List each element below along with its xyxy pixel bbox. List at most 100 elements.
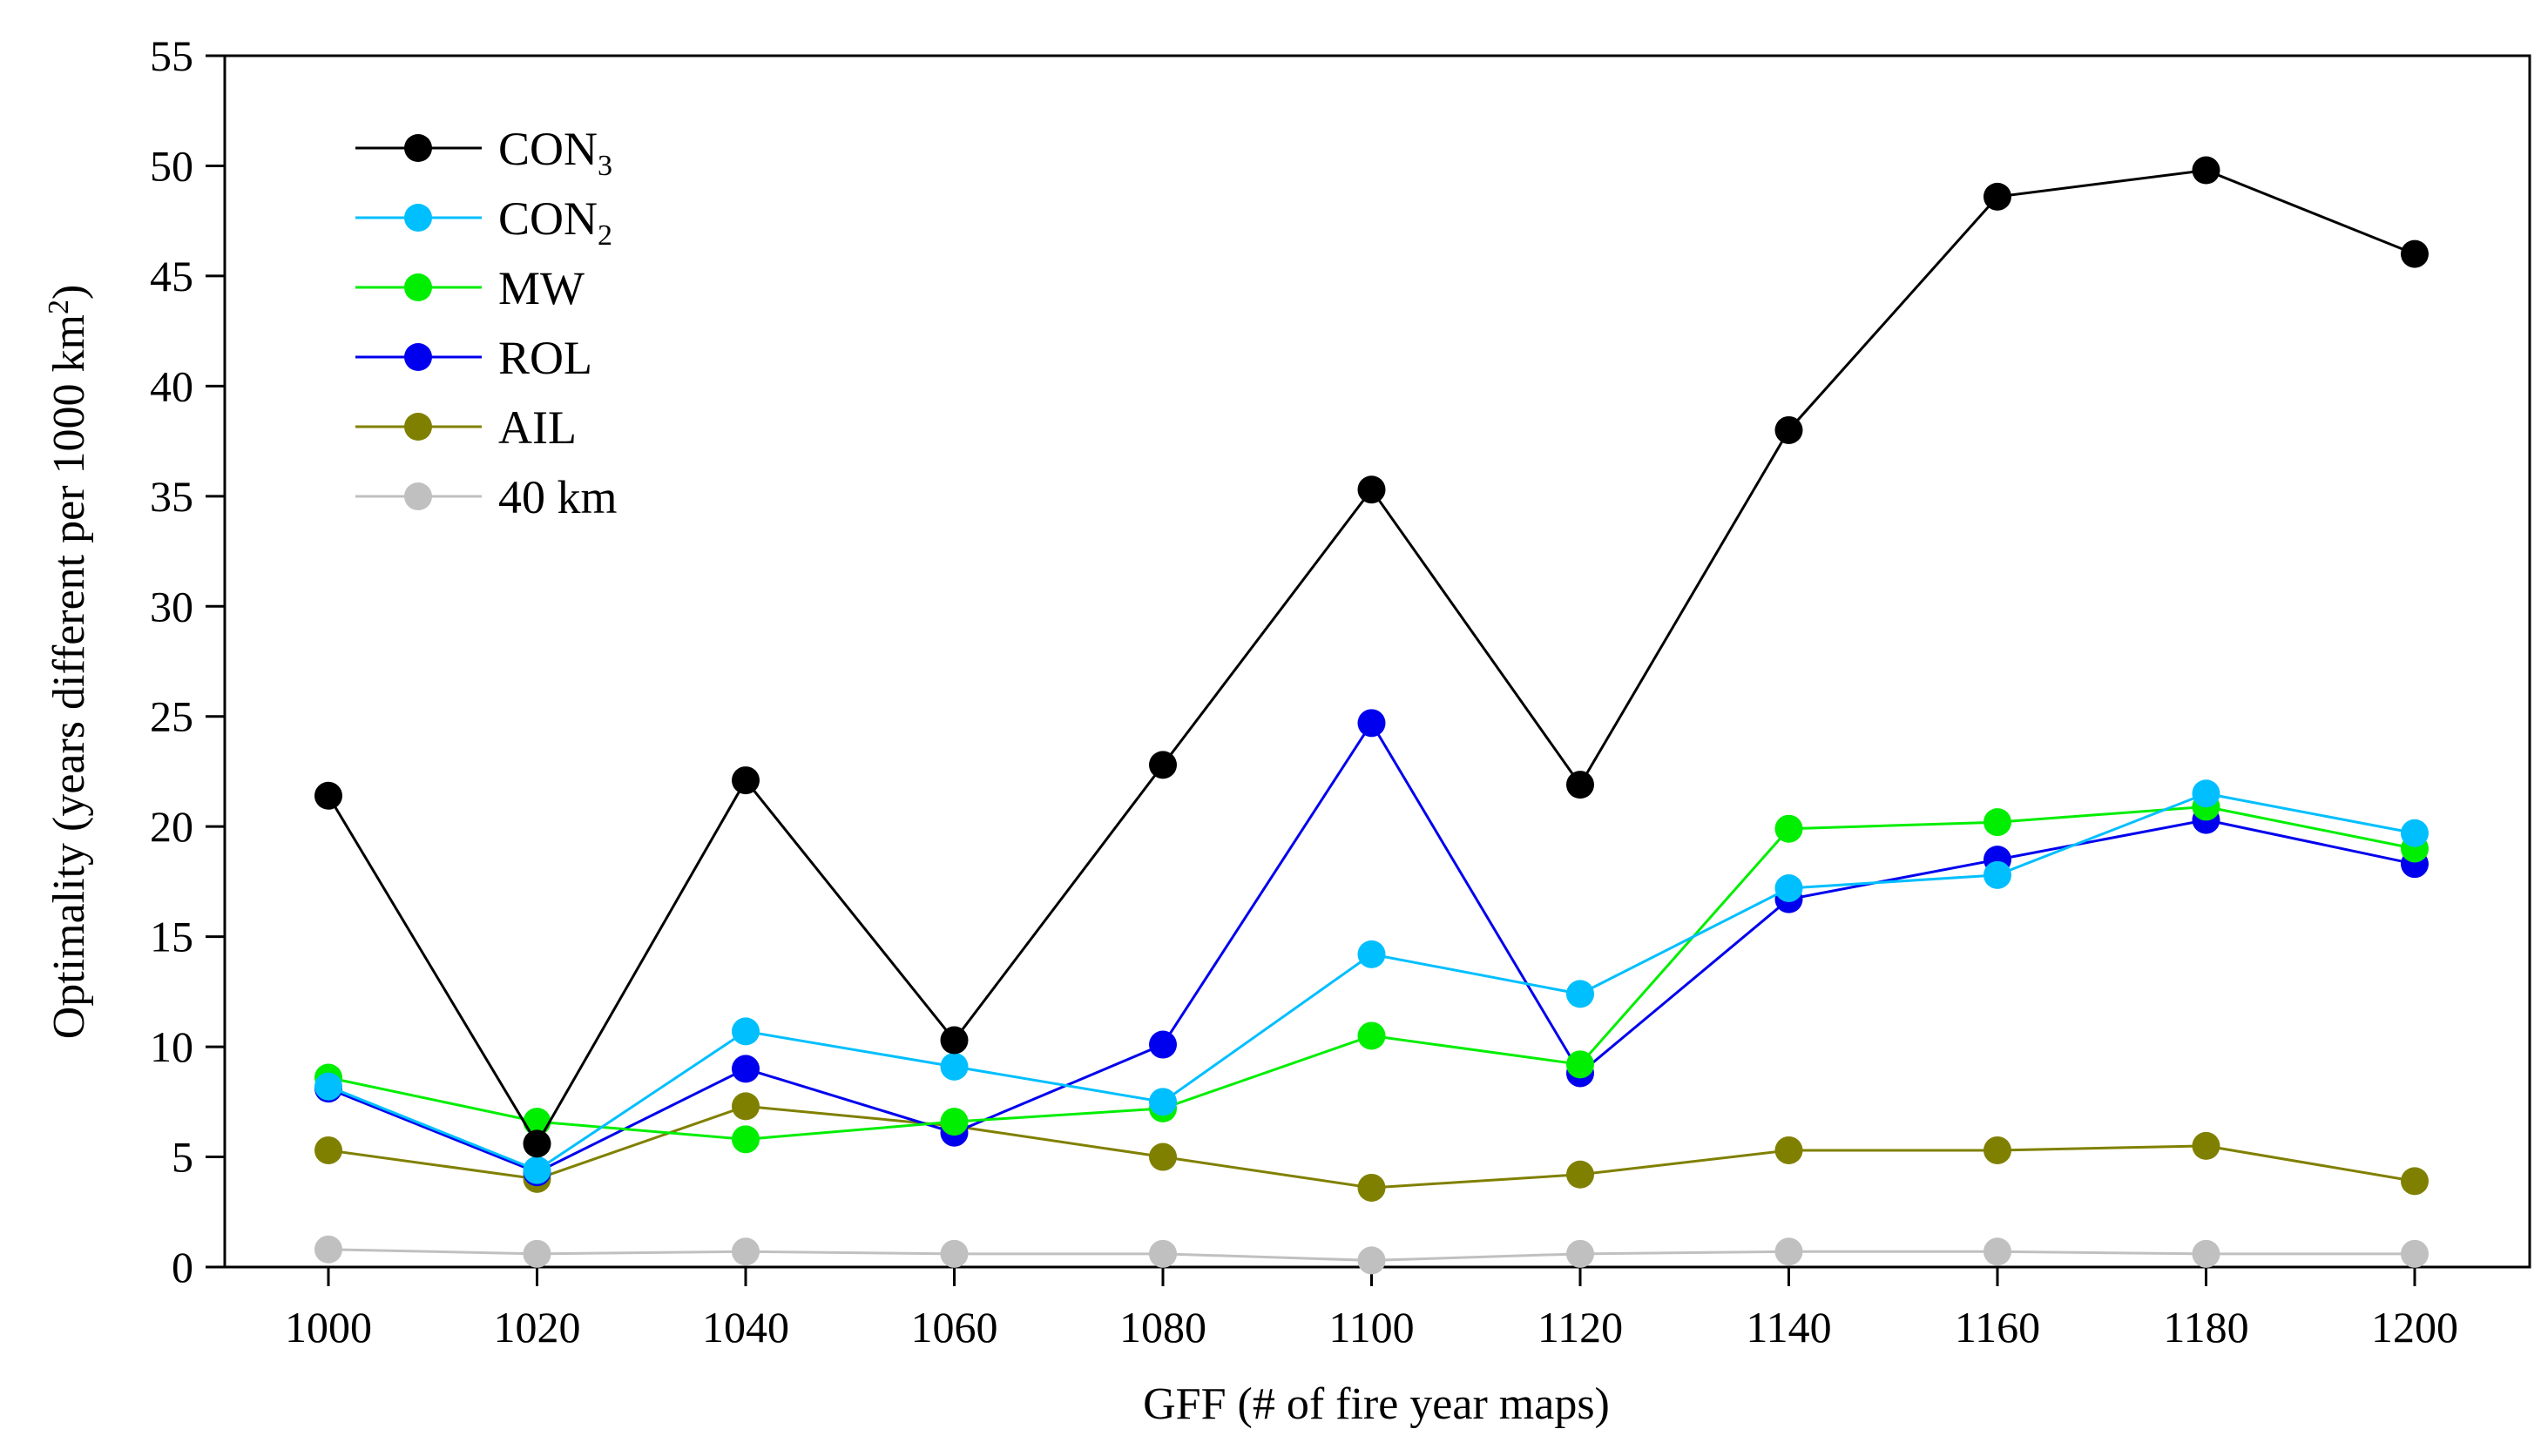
legend-item: 40 km: [355, 471, 618, 523]
data-point: [1149, 751, 1177, 779]
data-point: [1983, 860, 2011, 889]
y-axis-title-sup: 2: [43, 300, 75, 314]
data-point: [1983, 1136, 2011, 1164]
x-tick-label: 1140: [1746, 1303, 1831, 1352]
legend-label-name: CON: [498, 192, 598, 245]
x-tick-label: 1100: [1328, 1303, 1414, 1352]
data-point: [732, 1092, 760, 1121]
data-point: [1357, 1173, 1386, 1202]
series-line: [327, 168, 2416, 1147]
data-point: [1983, 1237, 2011, 1266]
legend-swatch-marker: [404, 273, 432, 301]
x-tick-label: 1020: [494, 1303, 581, 1352]
data-point: [1566, 1160, 1594, 1189]
data-point: [2401, 239, 2429, 268]
legend-item: ROL: [355, 332, 592, 384]
legend-item: AIL: [355, 401, 577, 454]
y-tick-label: 25: [150, 692, 193, 741]
legend-label: ROL: [498, 332, 592, 384]
legend-item: CON2: [355, 192, 612, 252]
data-point: [1149, 1088, 1177, 1116]
legend-item: CON3: [355, 123, 612, 182]
data-point: [314, 1072, 342, 1101]
data-point: [1357, 940, 1386, 968]
data-point: [523, 1239, 551, 1268]
y-axis: 0 5 10 15 20 25 30 35 40 45 50 55: [150, 31, 225, 1291]
x-axis: 1000 1020 1040 1060 1080 1100 1120 1140 1160 1180…: [285, 1267, 2458, 1352]
data-point: [2192, 1131, 2220, 1160]
data-point: [1357, 709, 1386, 738]
x-tick-label: 1040: [702, 1303, 789, 1352]
y-axis-title: Optimality (years different per 1000 km2…: [43, 285, 95, 1040]
x-tick-label: 1080: [1119, 1303, 1206, 1352]
data-point: [314, 1136, 342, 1164]
series-1: [314, 779, 2429, 1184]
data-point: [1774, 1237, 1803, 1266]
y-tick-label: 50: [150, 141, 193, 190]
legend-label-subscript: 3: [598, 150, 612, 182]
data-point: [1149, 1030, 1177, 1059]
x-axis-title: GFF (# of fire year maps): [1143, 1379, 1610, 1429]
y-tick-label: 0: [172, 1243, 193, 1291]
data-point: [1357, 475, 1386, 504]
data-point: [1983, 182, 2011, 211]
data-point: [2192, 779, 2220, 808]
data-point: [732, 1017, 760, 1046]
data-point: [2401, 819, 2429, 847]
legend-label: 40 km: [498, 471, 618, 523]
legend-label-subscript: 2: [598, 219, 612, 252]
y-tick-label: 45: [150, 252, 193, 300]
y-tick-label: 10: [150, 1022, 193, 1071]
data-point: [1774, 1136, 1803, 1164]
data-point: [1566, 1050, 1594, 1079]
data-point: [1983, 808, 2011, 837]
data-point: [1774, 814, 1803, 843]
data-point: [732, 1055, 760, 1083]
series-2: [314, 792, 2429, 1154]
data-point: [2192, 156, 2220, 185]
data-point: [1357, 1021, 1386, 1050]
legend-label-name: ROL: [498, 332, 592, 384]
data-point: [940, 1026, 969, 1055]
data-point: [1566, 980, 1594, 1008]
legend-label: CON3: [498, 123, 612, 182]
data-point: [523, 1108, 551, 1136]
legend-label-name: AIL: [498, 401, 577, 454]
y-tick-label: 5: [172, 1133, 193, 1182]
data-point: [940, 1239, 969, 1268]
data-point: [314, 1235, 342, 1264]
y-tick-label: 40: [150, 361, 193, 410]
data-point: [732, 1125, 760, 1154]
series-0: [314, 156, 2429, 1158]
legend-label: MW: [498, 262, 585, 314]
x-tick-label: 1200: [2371, 1303, 2458, 1352]
data-point: [523, 1129, 551, 1158]
legend-label: AIL: [498, 401, 577, 454]
x-tick-label: 1060: [911, 1303, 998, 1352]
data-point: [732, 766, 760, 795]
y-axis-title-close: ): [44, 285, 94, 300]
data-point: [523, 1156, 551, 1184]
data-point: [1566, 1239, 1594, 1268]
data-point: [940, 1052, 969, 1081]
y-tick-label: 55: [150, 31, 193, 80]
legend-label-name: CON: [498, 123, 598, 175]
data-point: [2401, 1239, 2429, 1268]
data-point: [2192, 1239, 2220, 1268]
data-point: [2401, 1167, 2429, 1196]
y-tick-label: 15: [150, 913, 193, 961]
x-tick-label: 1160: [1955, 1303, 2040, 1352]
legend-label-name: MW: [498, 262, 585, 314]
data-point: [1149, 1143, 1177, 1171]
x-tick-label: 1000: [285, 1303, 372, 1352]
legend-label: CON2: [498, 192, 612, 252]
series-5: [314, 1235, 2429, 1275]
data-point: [314, 781, 342, 810]
legend-label-name: 40 km: [498, 471, 618, 523]
data-point: [1357, 1246, 1386, 1275]
series-line: [328, 805, 2416, 1141]
y-axis-title-main: Optimality (years different per 1000 km: [44, 314, 94, 1039]
